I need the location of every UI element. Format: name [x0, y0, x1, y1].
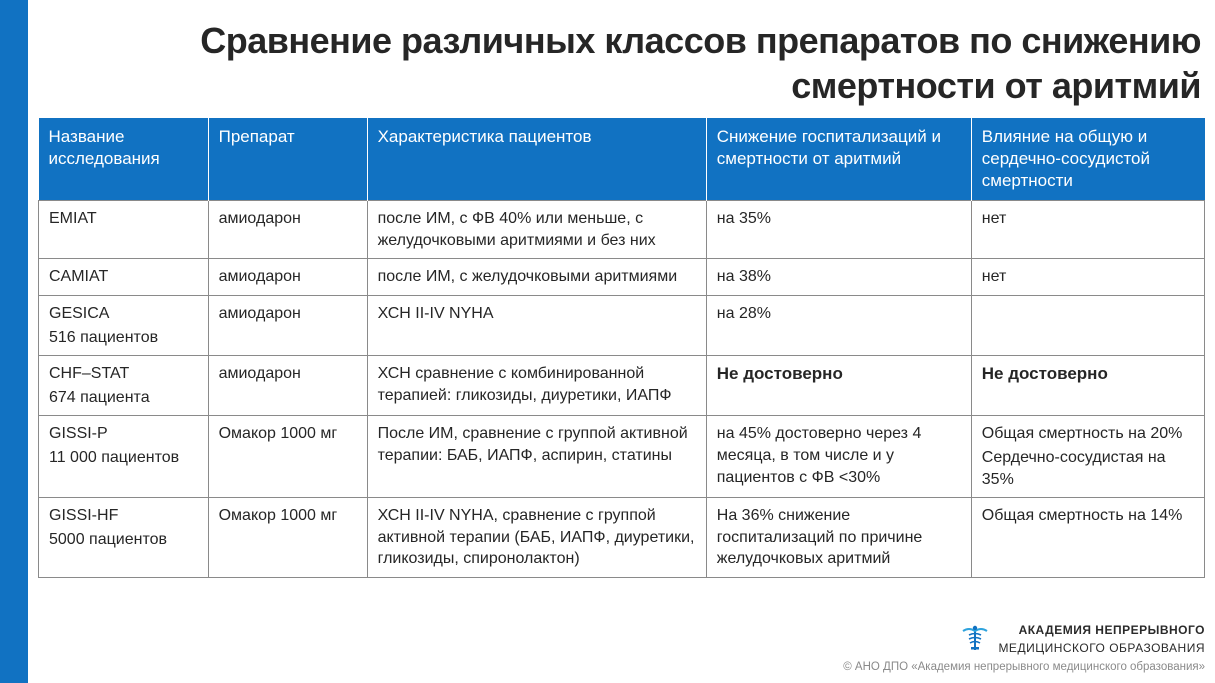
table-cell: На 36% снижение госпитализаций по причин…: [706, 498, 971, 578]
cell-line: CAMIAT: [49, 266, 198, 288]
table-cell: амиодарон: [208, 201, 367, 259]
cell-line: ХСН II-IV NYHA, сравнение с группой акти…: [378, 505, 696, 570]
footer: АКАДЕМИЯ НЕПРЕРЫВНОГО МЕДИЦИНСКОГО ОБРАЗ…: [843, 621, 1205, 673]
cell-line: Не достоверно: [717, 363, 961, 386]
logo-block: АКАДЕМИЯ НЕПРЕРЫВНОГО МЕДИЦИНСКОГО ОБРАЗ…: [843, 621, 1205, 657]
table-cell: амиодарон: [208, 296, 367, 356]
cell-line: нет: [982, 266, 1194, 288]
table-cell: ХСН сравнение с комбинированной терапией…: [367, 356, 706, 416]
cell-line: Общая смертность на 20%: [982, 423, 1194, 445]
cell-line: на 28%: [717, 303, 961, 325]
table-cell: После ИМ, сравнение с группой активной т…: [367, 416, 706, 498]
table-header-cell: Снижение госпитализаций и смертности от …: [706, 118, 971, 201]
left-accent-bar: [0, 0, 28, 683]
table-cell: [971, 296, 1204, 356]
cell-line: 5000 пациентов: [49, 529, 198, 551]
cell-line: CHF–STAT: [49, 363, 198, 385]
logo-text: АКАДЕМИЯ НЕПРЕРЫВНОГО МЕДИЦИНСКОГО ОБРАЗ…: [998, 621, 1205, 657]
table-cell: CAMIAT: [39, 259, 209, 296]
table-cell: после ИМ, с ФВ 40% или меньше, с желудоч…: [367, 201, 706, 259]
table-row: GISSI-HF5000 пациентов Омакор 1000 мг ХСН …: [39, 498, 1205, 578]
table-cell: GISSI-P11 000 пациентов: [39, 416, 209, 498]
cell-line: Омакор 1000 мг: [219, 505, 357, 527]
cell-line: на 45% достоверно через 4 месяца, в том …: [717, 423, 961, 488]
footer-credit: © АНО ДПО «Академия непрерывного медицин…: [843, 661, 1205, 673]
cell-line: EMIAT: [49, 208, 198, 230]
table-header-cell: Препарат: [208, 118, 367, 201]
table-cell: CHF–STAT674 пациента: [39, 356, 209, 416]
cell-line: GESICA: [49, 303, 198, 325]
cell-line: после ИМ, с желудочковыми аритмиями: [378, 266, 696, 288]
table-row: GISSI-P11 000 пациентов Омакор 1000 мг Пос…: [39, 416, 1205, 498]
table-cell: на 45% достоверно через 4 месяца, в том …: [706, 416, 971, 498]
table-cell: на 28%: [706, 296, 971, 356]
table-cell: Не достоверно: [706, 356, 971, 416]
table-cell: нет: [971, 259, 1204, 296]
cell-line: ХСН II-IV NYHA: [378, 303, 696, 325]
table-cell: ХСН II-IV NYHA: [367, 296, 706, 356]
slide-title: Сравнение различных классов препаратов п…: [38, 18, 1205, 108]
cell-line: на 38%: [717, 266, 961, 288]
cell-line: на 35%: [717, 208, 961, 230]
cell-line: ХСН сравнение с комбинированной терапией…: [378, 363, 696, 406]
cell-line: амиодарон: [219, 303, 357, 325]
table-header-cell: Название исследования: [39, 118, 209, 201]
cell-line: GISSI-P: [49, 423, 198, 445]
table-header-cell: Характеристика пациентов: [367, 118, 706, 201]
cell-line: Омакор 1000 мг: [219, 423, 357, 445]
table-cell: Общая смертность на 14%: [971, 498, 1204, 578]
cell-line: После ИМ, сравнение с группой активной т…: [378, 423, 696, 466]
cell-line: Сердечно-сосудистая на 35%: [982, 447, 1194, 490]
table-cell: GISSI-HF5000 пациентов: [39, 498, 209, 578]
table-header-cell: Влияние на общую и сердечно-сосудистой с…: [971, 118, 1204, 201]
cell-line: после ИМ, с ФВ 40% или меньше, с желудоч…: [378, 208, 696, 251]
table-header-row: Название исследованияПрепаратХарактерист…: [39, 118, 1205, 201]
table-row: EMIAT амиодарон после ИМ, с ФВ 40% или мен…: [39, 201, 1205, 259]
cell-line: амиодарон: [219, 266, 357, 288]
table-cell: нет: [971, 201, 1204, 259]
table-body: EMIAT амиодарон после ИМ, с ФВ 40% или мен…: [39, 201, 1205, 578]
table-cell: Омакор 1000 мг: [208, 416, 367, 498]
cell-line: амиодарон: [219, 363, 357, 385]
table-cell: GESICA516 пациентов: [39, 296, 209, 356]
slide-content: Сравнение различных классов препаратов п…: [28, 0, 1215, 683]
table-row: CAMIAT амиодарон после ИМ, с желудочковыми…: [39, 259, 1205, 296]
cell-line: нет: [982, 208, 1194, 230]
logo-line1: АКАДЕМИЯ НЕПРЕРЫВНОГО: [1019, 623, 1205, 637]
table-cell: EMIAT: [39, 201, 209, 259]
table-cell: на 38%: [706, 259, 971, 296]
logo-line2: МЕДИЦИНСКОГО ОБРАЗОВАНИЯ: [998, 641, 1205, 655]
cell-line: GISSI-HF: [49, 505, 198, 527]
table-cell: после ИМ, с желудочковыми аритмиями: [367, 259, 706, 296]
table-cell: ХСН II-IV NYHA, сравнение с группой акти…: [367, 498, 706, 578]
table-row: GESICA516 пациентов амиодарон ХСН II-IV NY…: [39, 296, 1205, 356]
caduceus-icon: [960, 625, 990, 653]
cell-line: 674 пациента: [49, 387, 198, 409]
cell-line: 11 000 пациентов: [49, 447, 198, 469]
comparison-table: Название исследованияПрепаратХарактерист…: [38, 118, 1205, 578]
table-cell: на 35%: [706, 201, 971, 259]
table-cell: амиодарон: [208, 259, 367, 296]
cell-line: На 36% снижение госпитализаций по причин…: [717, 505, 961, 570]
cell-line: 516 пациентов: [49, 327, 198, 349]
cell-line: амиодарон: [219, 208, 357, 230]
table-cell: Не достоверно: [971, 356, 1204, 416]
table-cell: Общая смертность на 20%Сердечно-сосудист…: [971, 416, 1204, 498]
table-row: CHF–STAT674 пациента амиодарон ХСН сравнен…: [39, 356, 1205, 416]
table-cell: Омакор 1000 мг: [208, 498, 367, 578]
table-cell: амиодарон: [208, 356, 367, 416]
cell-line: Общая смертность на 14%: [982, 505, 1194, 527]
cell-line: Не достоверно: [982, 363, 1194, 386]
